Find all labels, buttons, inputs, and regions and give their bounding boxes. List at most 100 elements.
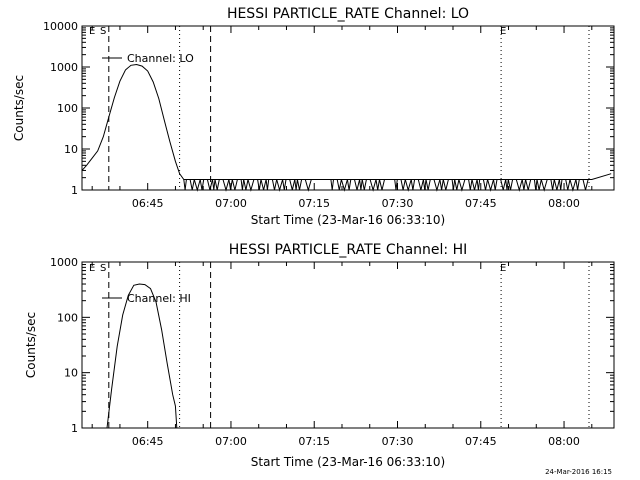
low-count-spike — [575, 179, 580, 191]
x-axis-label: Start Time (23-Mar-16 06:33:10) — [251, 455, 445, 469]
plot-frame — [81, 261, 615, 429]
low-count-spike — [257, 179, 262, 191]
low-count-spike — [521, 179, 527, 191]
marker-label-e-left: E — [89, 263, 95, 274]
low-count-spike — [476, 179, 481, 191]
series-line-hi — [106, 283, 178, 429]
low-count-spike — [359, 179, 363, 191]
x-tick-label: 08:00 — [548, 435, 580, 448]
low-count-spike — [487, 179, 494, 192]
y-tick-label: 1 — [71, 184, 78, 197]
x-tick-label: 07:15 — [298, 435, 330, 448]
series-line-lo — [81, 63, 612, 180]
low-count-spike — [558, 179, 563, 191]
low-count-spike — [243, 179, 249, 191]
low-count-spike — [582, 179, 589, 191]
low-count-spike — [240, 179, 245, 191]
low-count-spike — [340, 179, 348, 192]
x-tick-label: 06:45 — [132, 435, 164, 448]
low-count-spike — [271, 179, 278, 191]
low-count-spike — [404, 179, 412, 192]
low-count-spike — [228, 179, 233, 191]
low-count-spike — [533, 179, 538, 191]
low-count-spike — [433, 179, 441, 192]
legend-entry: Channel: LO — [127, 52, 194, 65]
x-tick-label: 07:15 — [298, 197, 330, 210]
chart-title: HESSI PARTICLE_RATE Channel: HI — [229, 242, 467, 258]
low-count-spike — [336, 179, 342, 191]
x-tick-label: 07:45 — [465, 435, 497, 448]
low-count-spike — [482, 179, 489, 191]
x-tick-label: 07:45 — [465, 197, 497, 210]
low-count-spike — [425, 179, 431, 191]
y-tick-label: 1000 — [50, 256, 78, 269]
low-count-spike — [569, 179, 577, 192]
marker-label-e: E — [500, 263, 506, 274]
y-tick-label: 100 — [57, 311, 78, 324]
low-count-spike — [410, 179, 416, 191]
low-count-spike — [212, 179, 216, 191]
low-count-spike — [525, 179, 532, 191]
marker-label-s: S — [100, 263, 106, 274]
low-count-spike — [354, 179, 361, 191]
low-count-spike — [247, 179, 255, 192]
low-count-spike — [379, 179, 385, 191]
low-count-spike — [282, 179, 287, 191]
low-count-spike — [553, 179, 560, 191]
y-tick-label: 10 — [64, 367, 78, 380]
chart-panel-hi: HESSI PARTICLE_RATE Channel: HI 06:45 07:… — [24, 242, 615, 469]
legend-entry: Channel: HI — [127, 292, 191, 305]
low-count-spike — [214, 179, 220, 191]
low-count-spike — [304, 179, 312, 192]
low-count-spike — [515, 179, 523, 192]
low-count-spike — [206, 179, 213, 191]
low-count-spike — [394, 179, 398, 191]
x-axis-ticks: 06:45 07:00 07:15 07:30 07:45 08:00 — [91, 26, 593, 210]
low-count-spike — [454, 179, 460, 191]
low-count-spike — [458, 179, 466, 192]
y-tick-label: 10000 — [43, 20, 78, 33]
low-count-spike — [493, 179, 498, 191]
low-count-spike — [231, 179, 238, 191]
low-count-spike — [296, 179, 303, 191]
y-axis-label: Counts/sec — [24, 312, 38, 378]
low-count-spike — [189, 179, 195, 191]
low-count-spike — [468, 179, 473, 191]
marker-label-e: E — [500, 26, 506, 37]
low-count-spike — [442, 179, 449, 191]
y-tick-label: 1000 — [50, 61, 78, 74]
low-count-spike — [439, 179, 444, 191]
low-count-spike — [565, 179, 571, 191]
low-count-spike — [540, 179, 548, 192]
low-count-spike — [400, 179, 406, 191]
low-count-spike — [536, 179, 542, 191]
low-count-spike — [265, 179, 270, 191]
low-count-spike — [330, 179, 334, 191]
chart-title: HESSI PARTICLE_RATE Channel: LO — [227, 6, 469, 22]
x-tick-label: 08:00 — [548, 197, 580, 210]
chart-panel-lo: HESSI PARTICLE_RATE Channel: LO 06:45 07:… — [12, 6, 615, 227]
x-tick-label: 07:00 — [215, 435, 247, 448]
time-marker-lines — [108, 26, 590, 190]
low-count-spike — [289, 179, 296, 191]
low-count-spike — [422, 179, 427, 191]
y-axis-ticks: 1 10 100 1000 — [50, 256, 614, 435]
low-count-spike — [361, 179, 367, 191]
y-axis-label: Counts/sec — [12, 75, 26, 141]
low-count-spike — [471, 179, 478, 191]
y-axis-ticks: 1 10 100 1000 10000 — [43, 20, 614, 197]
x-axis-label: Start Time (23-Mar-16 06:33:10) — [251, 213, 445, 227]
low-count-spikes — [183, 179, 589, 192]
low-count-spike — [417, 179, 424, 191]
y-tick-label: 10 — [64, 143, 78, 156]
low-count-spike — [193, 179, 201, 192]
x-tick-label: 07:00 — [215, 197, 247, 210]
x-axis-ticks: 06:45 07:00 07:15 07:30 07:45 08:00 — [91, 262, 593, 448]
low-count-spike — [260, 179, 267, 191]
marker-label-e-left: E — [89, 26, 95, 37]
low-count-spike — [375, 179, 380, 191]
y-tick-label: 1 — [71, 422, 78, 435]
low-count-spike — [505, 179, 509, 191]
